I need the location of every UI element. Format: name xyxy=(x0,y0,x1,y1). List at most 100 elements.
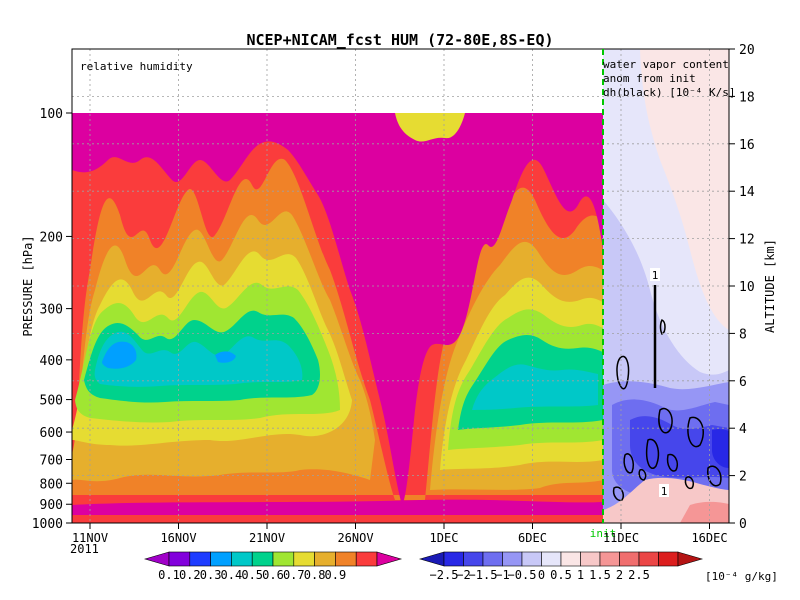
rh-layer-0-4 xyxy=(84,310,603,430)
dh-contour-small-9 xyxy=(612,486,625,502)
altitude-tick-label-0: 0 xyxy=(739,517,747,532)
x-year-label: 2011 xyxy=(70,542,99,556)
contour-label-upper: 1 xyxy=(652,269,659,282)
altitude-tick-label-10: 10 xyxy=(739,280,755,295)
cb-rh-cell-1 xyxy=(168,551,191,567)
dh-contour-small-7 xyxy=(666,453,679,472)
cb-rh-low-arrow xyxy=(143,551,170,567)
cb-wv-cell-11 xyxy=(638,551,659,567)
pressure-tick-label-200: 200 xyxy=(40,230,63,245)
pressure-tick-label-700: 700 xyxy=(40,453,63,468)
wv-anom-positive-surface-max xyxy=(680,501,729,523)
x-tick-label-11DEC: 11DEC xyxy=(603,531,639,545)
dh-contour-small-11 xyxy=(684,476,695,490)
cb-wv-label-0: −2.5 xyxy=(430,568,459,582)
rh-near-surface-band xyxy=(72,499,603,515)
left-panel-label: relative humidity xyxy=(80,60,193,73)
cb-wv-low-arrow xyxy=(418,551,445,567)
colorbar-right-unit: [10⁻⁴ g/kg] xyxy=(705,570,778,583)
y-axis-pressure: 100 200 300 400 500 600 700 800 900 1000 xyxy=(32,107,72,532)
altitude-tick-label-14: 14 xyxy=(739,185,755,200)
cb-wv-label-2: −1.5 xyxy=(469,568,498,582)
cb-rh-label-3: 0.4 xyxy=(221,568,243,582)
altitude-tick-label-20: 20 xyxy=(739,43,755,58)
y-axis-left-title: PRESSURE [hPa] xyxy=(21,235,35,336)
cb-wv-label-4: −0.5 xyxy=(508,568,537,582)
x-tick-label-21NOV: 21NOV xyxy=(249,531,285,545)
cb-rh-cell-3 xyxy=(210,551,232,567)
cb-rh-label-7: 0.8 xyxy=(304,568,326,582)
altitude-tick-label-18: 18 xyxy=(739,90,755,105)
cb-rh-label-2: 0.3 xyxy=(200,568,222,582)
rh-layer-0-9 xyxy=(72,113,603,505)
pressure-tick-label-1000: 1000 xyxy=(32,517,63,532)
pressure-tick-label-500: 500 xyxy=(40,394,63,409)
cb-rh-label-1: 0.2 xyxy=(179,568,201,582)
cb-rh-cell-4 xyxy=(231,551,253,567)
cb-rh-label-8: 0.9 xyxy=(325,568,347,582)
cb-wv-label-7: 1 xyxy=(577,568,584,582)
y-axis-altitude: 0 2 4 6 8 10 12 14 16 18 20 xyxy=(729,43,755,532)
cb-rh-label-4: 0.5 xyxy=(241,568,263,582)
init-label: init xyxy=(590,527,617,540)
dh-contour-small-10 xyxy=(638,468,647,481)
dh-contour-small-6 xyxy=(623,453,635,474)
cb-wv-label-6: 0.5 xyxy=(550,568,572,582)
pressure-tick-label-600: 600 xyxy=(40,426,63,441)
cb-wv-label-3: −1 xyxy=(495,568,509,582)
dh-contour-small-3 xyxy=(658,407,673,434)
pressure-tick-label-400: 400 xyxy=(40,354,63,369)
pressure-tick-label-100: 100 xyxy=(40,107,63,122)
cb-wv-cell-3 xyxy=(482,551,503,567)
cb-wv-label-9: 2 xyxy=(616,568,623,582)
contour-label-lower-bg xyxy=(659,484,669,497)
water-vapor-anomaly-field xyxy=(603,49,729,523)
wv-anom-negative-max xyxy=(712,429,729,468)
cb-wv-cell-2 xyxy=(463,551,484,567)
colorbar-relative-humidity: 0.1 0.2 0.3 0.4 0.5 0.6 0.7 0.8 0.9 xyxy=(143,551,403,582)
dh-contour-small-4 xyxy=(645,438,660,469)
cb-wv-cell-10 xyxy=(619,551,640,567)
altitude-tick-label-8: 8 xyxy=(739,327,747,342)
pressure-tick-label-800: 800 xyxy=(40,477,63,492)
cb-wv-cell-1 xyxy=(443,551,464,567)
pressure-tick-label-900: 900 xyxy=(40,498,63,513)
wv-anom-negative-core xyxy=(630,416,729,478)
rh-layer-0-3 xyxy=(94,331,599,410)
colorbar-water-vapor-anomaly: −2.5−2−1.5−1−0.5 0 0.5 1 1.5 2 2.5 xyxy=(418,551,704,582)
cb-rh-label-5: 0.6 xyxy=(262,568,284,582)
x-tick-label-1DEC: 1DEC xyxy=(430,531,459,545)
chart-title: NCEP+NICAM_fcst HUM (72-80E,8S-EQ) xyxy=(246,31,553,49)
altitude-tick-label-4: 4 xyxy=(739,422,747,437)
cb-rh-label-0: 0.1 xyxy=(158,568,180,582)
cb-wv-cell-8 xyxy=(580,551,601,567)
cb-wv-label-8: 1.5 xyxy=(589,568,611,582)
cb-rh-cell-7 xyxy=(293,551,315,567)
cb-rh-cell-6 xyxy=(272,551,295,567)
x-tick-label-11NOV: 11NOV xyxy=(72,531,108,545)
x-tick-label-16DEC: 16DEC xyxy=(691,531,727,545)
contour-label-lower: 1 xyxy=(661,485,668,498)
altitude-tick-label-12: 12 xyxy=(739,233,755,248)
cb-wv-label-10: 2.5 xyxy=(628,568,650,582)
cb-wv-high-arrow xyxy=(677,551,704,567)
dh-contour-small-1 xyxy=(659,318,666,336)
cb-rh-cell-5 xyxy=(251,551,274,567)
altitude-tick-label-6: 6 xyxy=(739,375,747,390)
cb-wv-label-5: 0 xyxy=(538,568,545,582)
pressure-tick-label-300: 300 xyxy=(40,303,63,318)
cb-wv-cell-7 xyxy=(560,551,581,567)
dh-contour-small-2 xyxy=(616,355,630,390)
cb-wv-cell-6 xyxy=(541,551,562,567)
cb-rh-cell-2 xyxy=(189,551,211,567)
cb-rh-label-6: 0.7 xyxy=(283,568,305,582)
rh-layer-0-2 xyxy=(102,341,236,369)
wv-anom-positive-upper xyxy=(640,49,729,330)
cb-wv-label-1: −2 xyxy=(456,568,470,582)
altitude-tick-label-2: 2 xyxy=(739,470,747,485)
rh-upper-dry-patch xyxy=(395,113,465,142)
x-tick-label-16NOV: 16NOV xyxy=(160,531,196,545)
contour-label-upper-bg xyxy=(650,268,660,281)
grid-lines xyxy=(72,49,729,523)
cb-rh-cell-8 xyxy=(314,551,336,567)
